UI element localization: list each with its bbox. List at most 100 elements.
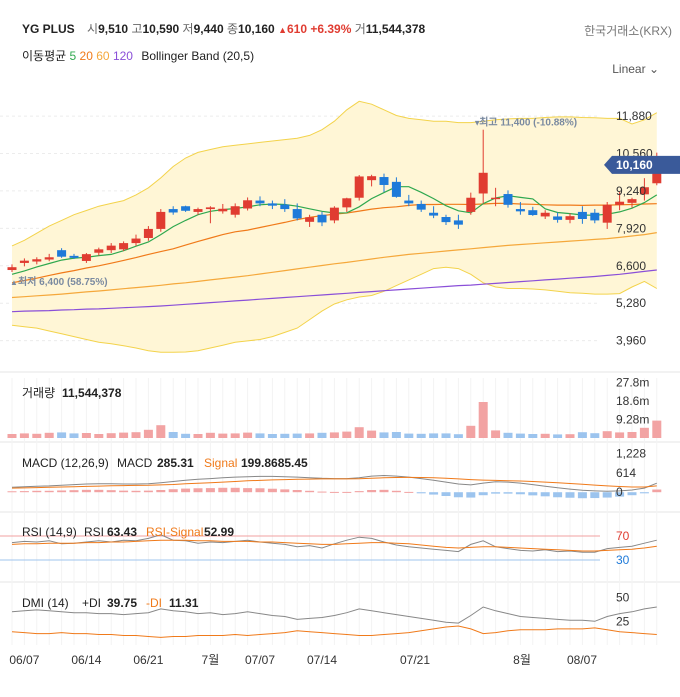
volume-bar xyxy=(143,429,153,438)
minus-di-label: -DI xyxy=(146,596,162,610)
candle-body xyxy=(441,217,451,223)
date-tick-label: 7월 xyxy=(202,653,220,667)
min-arrow-icon: ▲ xyxy=(10,278,18,287)
macd-histogram-bar xyxy=(329,491,339,493)
bollinger-upper-line xyxy=(11,100,658,247)
macd-tick-label: 614 xyxy=(616,466,636,480)
volume-bar xyxy=(19,433,29,438)
volume-bar xyxy=(218,433,228,438)
rsi-series-label: RSI xyxy=(84,525,104,539)
volume-bar xyxy=(453,434,463,438)
candle-body xyxy=(106,245,116,251)
volume-bar xyxy=(305,433,315,438)
rsi-signal-series-label: RSI-Signal xyxy=(146,525,203,539)
volume-bar xyxy=(503,432,513,438)
min-price-annotation: 최저 6,400 (58.75%) xyxy=(18,275,108,288)
max-price-annotation: 최고 11,400 (-10.88%) xyxy=(479,116,577,129)
ma60-legend[interactable]: 60 xyxy=(96,49,110,63)
macd-tick-label: 0 xyxy=(616,485,623,499)
rsi-panel[interactable]: RSI (14,9) RSI 63.43 RSI-Signal 52.99 70… xyxy=(0,525,657,567)
macd-histogram-bar xyxy=(391,490,401,493)
candle-body xyxy=(478,172,488,194)
ma5-legend[interactable]: 5 xyxy=(69,49,77,63)
volume-panel[interactable]: 거래량 11,544,378 9.28m 18.6m 27.8m xyxy=(7,375,662,438)
macd-histogram-bar xyxy=(7,491,17,493)
candle-body xyxy=(342,198,352,208)
macd-histogram-bar xyxy=(466,492,476,498)
bollinger-legend[interactable]: Bollinger Band (20,5) xyxy=(141,49,255,63)
volume-bar xyxy=(416,433,426,438)
date-tick-label: 07/14 xyxy=(307,653,337,667)
volume-bar xyxy=(391,432,401,438)
date-tick-label: 8월 xyxy=(513,653,531,667)
plus-di-label: +DI xyxy=(82,596,101,610)
plus-di-line xyxy=(11,606,657,624)
macd-histogram-bar xyxy=(255,488,265,493)
macd-histogram-bar xyxy=(441,492,451,496)
stock-name: YG PLUS xyxy=(22,22,75,36)
volume-bar xyxy=(131,432,141,438)
volume-axis: 9.28m 18.6m 27.8m xyxy=(616,375,649,426)
date-tick-label: 08/07 xyxy=(567,653,597,667)
close-label: 종 xyxy=(226,22,239,36)
macd-histogram-bar xyxy=(19,491,29,493)
scale-toggle-button[interactable]: Linear ⌄ xyxy=(612,62,659,76)
macd-histogram-bar xyxy=(577,492,587,499)
macd-histogram-bar xyxy=(156,490,166,493)
candle-body xyxy=(44,257,54,260)
ma20-legend[interactable]: 20 xyxy=(79,49,93,63)
macd-value: 285.31 xyxy=(157,456,194,470)
macd-axis: 0 614 1,228 xyxy=(616,446,646,499)
macd-histogram-bar xyxy=(119,490,129,493)
volume-bar xyxy=(429,433,439,438)
volume-bar xyxy=(528,434,538,438)
volume-bar xyxy=(478,402,488,438)
macd-histogram-bar xyxy=(652,489,662,493)
candle-body xyxy=(553,216,563,220)
low-value: 9,440 xyxy=(193,22,224,36)
volume-bar xyxy=(491,430,501,438)
macd-histogram-bar xyxy=(515,492,525,495)
volume-bar xyxy=(205,432,215,438)
candle-body xyxy=(354,176,364,198)
macd-histogram-bar xyxy=(453,492,463,498)
volume-bar xyxy=(577,432,587,438)
candle-body xyxy=(131,238,141,244)
candle-body xyxy=(503,194,513,205)
volume-bar xyxy=(81,433,91,438)
signal-value: 199.8685.45 xyxy=(241,456,308,470)
candle-body xyxy=(230,206,240,215)
rsi-value: 63.43 xyxy=(107,525,137,539)
candle-body xyxy=(255,200,265,204)
macd-histogram-bar xyxy=(639,492,649,494)
macd-histogram-bar xyxy=(305,490,315,493)
candle-body xyxy=(429,212,439,216)
macd-histogram xyxy=(7,487,662,499)
volume-tick-label: 18.6m xyxy=(616,394,649,408)
candle-body xyxy=(280,204,290,210)
dmi-axis: 25 50 xyxy=(616,591,630,629)
macd-histogram-bar xyxy=(342,491,352,493)
price-tick-label: 6,600 xyxy=(616,259,646,273)
macd-histogram-bar xyxy=(267,488,277,493)
dmi-panel[interactable]: DMI (14) +DI 39.75 -DI 11.31 25 50 xyxy=(11,591,657,638)
volume-bar xyxy=(267,434,277,438)
candles xyxy=(7,129,662,273)
macd-histogram-bar xyxy=(354,491,364,493)
scale-label: Linear xyxy=(612,62,646,76)
plus-di-value: 39.75 xyxy=(107,596,137,610)
candle-body xyxy=(181,206,191,211)
current-price-label: 10,160 xyxy=(616,158,653,172)
ma120-legend[interactable]: 120 xyxy=(112,49,133,63)
macd-tick-label: 1,228 xyxy=(616,446,646,460)
rsi-signal-line xyxy=(11,539,657,552)
open-value: 9,510 xyxy=(98,22,129,36)
macd-panel[interactable]: MACD (12,26,9) MACD 285.31 Signal 199.86… xyxy=(7,446,662,499)
macd-title: MACD (12,26,9) xyxy=(22,456,109,470)
macd-histogram-bar xyxy=(280,489,290,493)
macd-histogram-bar xyxy=(243,488,253,493)
candle-body xyxy=(317,214,327,223)
current-price-tag-shape xyxy=(604,155,680,174)
